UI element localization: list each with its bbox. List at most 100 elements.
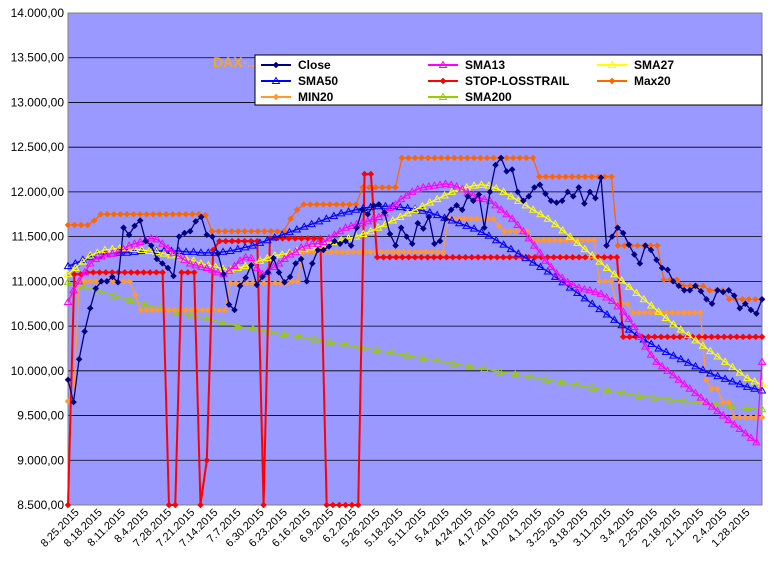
legend-label: Max20 — [634, 74, 671, 88]
data-point — [333, 201, 340, 208]
data-point — [541, 256, 550, 264]
data-point — [758, 413, 766, 421]
data-point — [557, 236, 564, 244]
data-point — [90, 217, 98, 224]
data-point — [480, 194, 489, 203]
data-point — [78, 257, 88, 265]
data-point — [286, 273, 294, 281]
plot-border — [67, 12, 763, 506]
data-point — [462, 182, 472, 191]
legend-entry: STOP-LOSSTRAIL — [428, 74, 569, 88]
data-point — [313, 239, 323, 247]
data-point — [292, 246, 302, 254]
data-point — [581, 253, 589, 261]
data-point — [452, 182, 462, 190]
data-point — [457, 154, 465, 162]
data-point — [187, 310, 196, 319]
data-point — [664, 333, 671, 341]
data-point — [484, 231, 494, 239]
data-point — [608, 173, 615, 181]
data-point — [224, 266, 234, 274]
data-point — [70, 398, 77, 406]
data-point — [317, 235, 324, 242]
data-point — [313, 201, 321, 208]
data-point — [455, 253, 463, 261]
data-point — [64, 501, 72, 509]
data-point — [102, 250, 112, 258]
legend-label: SMA50 — [298, 74, 338, 88]
data-point — [719, 288, 727, 296]
data-point — [619, 333, 627, 341]
data-point — [705, 369, 715, 377]
data-point — [695, 333, 703, 341]
data-point — [602, 263, 612, 271]
data-point — [595, 257, 604, 265]
data-point — [634, 391, 643, 399]
data-point — [669, 319, 678, 328]
data-point — [758, 333, 766, 341]
data-point — [646, 301, 656, 309]
data-point — [521, 200, 531, 209]
data-point — [568, 280, 578, 288]
data-point — [323, 501, 331, 509]
data-point — [720, 357, 730, 365]
data-point — [140, 300, 150, 308]
legend: Close SMA13 SMA27 SMA50 STOP-LOSSTRAIL Max20 M… — [254, 54, 763, 106]
data-point — [439, 248, 447, 256]
data-point — [107, 244, 117, 253]
data-point — [203, 248, 213, 256]
data-point — [536, 181, 544, 189]
data-point — [196, 248, 206, 256]
data-point — [603, 386, 613, 394]
data-point — [543, 267, 553, 275]
y-tick-label: 12.500,00 — [11, 140, 65, 154]
data-point — [142, 237, 150, 245]
legend-entry: SMA13 — [428, 58, 505, 72]
data-point — [634, 242, 641, 249]
data-point — [392, 184, 399, 191]
data-point — [146, 269, 154, 276]
data-point — [697, 309, 704, 317]
data-point — [676, 325, 686, 333]
data-point — [279, 329, 289, 338]
data-point — [739, 333, 747, 341]
data-point — [490, 215, 497, 223]
data-point — [366, 226, 376, 235]
data-point — [590, 236, 598, 244]
data-point — [536, 173, 543, 181]
data-point — [516, 154, 524, 162]
data-point — [63, 269, 73, 278]
data-point — [241, 227, 249, 235]
data-point — [385, 203, 395, 212]
legend-box — [254, 54, 763, 106]
data-point — [80, 267, 90, 276]
data-point — [742, 382, 752, 390]
data-point — [261, 227, 268, 235]
data-point — [547, 197, 555, 205]
data-point — [646, 309, 654, 317]
data-point — [624, 314, 634, 322]
data-point — [469, 197, 477, 205]
data-point — [510, 369, 520, 378]
data-point — [308, 260, 316, 267]
data-point — [232, 279, 240, 287]
data-point — [240, 242, 250, 251]
data-point — [127, 269, 135, 276]
legend-entry: SMA200 — [428, 90, 512, 104]
data-point — [383, 248, 391, 256]
data-point — [675, 282, 683, 290]
data-point — [714, 286, 721, 294]
data-point — [272, 61, 280, 69]
data-point — [464, 361, 474, 370]
data-point — [319, 237, 328, 246]
data-point — [469, 181, 479, 189]
data-point — [241, 252, 251, 261]
data-point — [730, 413, 738, 421]
data-point — [439, 77, 447, 85]
data-point — [735, 368, 745, 376]
data-point — [665, 394, 674, 403]
data-point — [395, 212, 405, 220]
data-point — [260, 279, 268, 287]
data-point — [449, 253, 457, 261]
data-point — [137, 306, 145, 314]
